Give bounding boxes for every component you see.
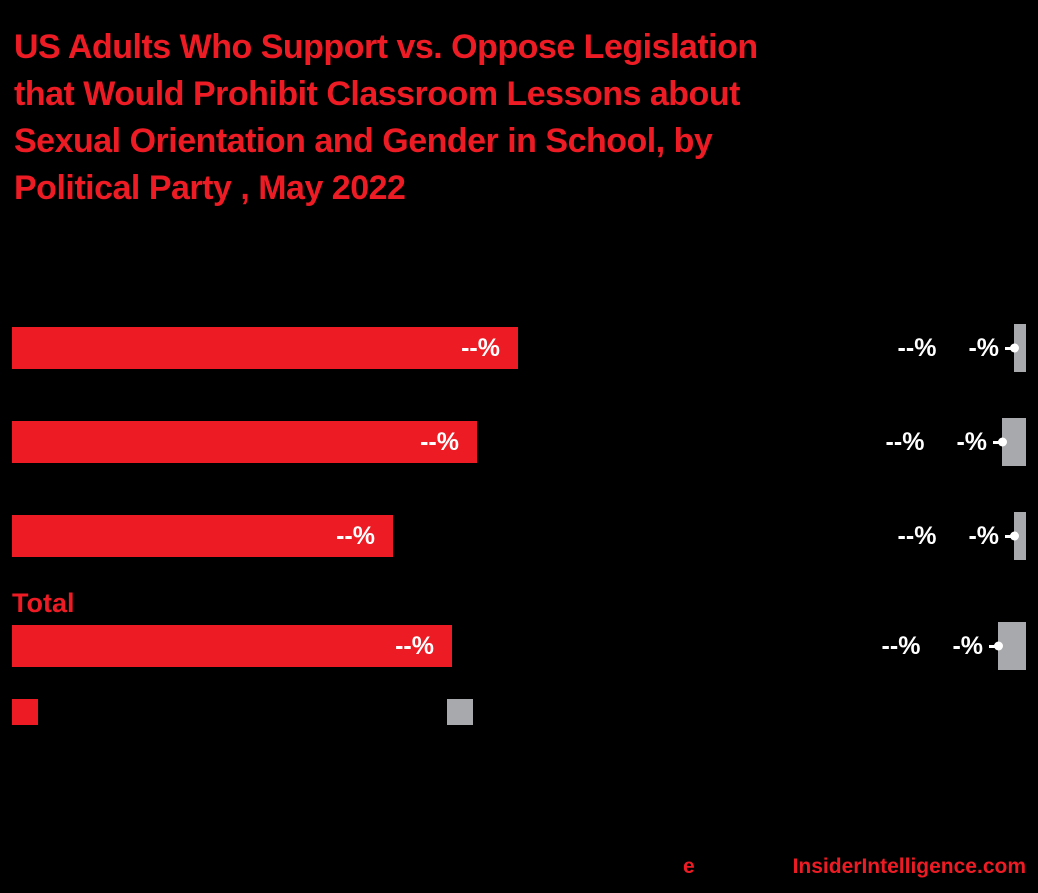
no-opinion-value-label: -% [968,521,999,550]
oppose-bar [1010,324,1026,372]
chart-title-line: Sexual Orientation and Gender in School,… [14,122,713,160]
oppose-value-label: --% [897,333,937,362]
oppose-value-label: --% [885,427,925,456]
oppose-bar [1010,512,1026,560]
oppose-value-label: --% [897,521,937,550]
source-attribution: InsiderIntelligence.com [792,855,1026,878]
support-bar: --% [12,327,518,369]
chart-title-line: that Would Prohibit Classroom Lessons ab… [14,75,740,113]
oppose-cluster: --% -% [898,324,1026,372]
support-value-label: --% [395,631,434,660]
legend-swatch-support [12,699,38,725]
pointer-dash [1005,534,1014,538]
support-bar: --% [12,625,452,667]
oppose-bar [998,418,1026,466]
oppose-value-label: --% [881,631,921,660]
chart-title-line: US Adults Who Support vs. Oppose Legisla… [14,28,758,66]
pointer-dot [1010,343,1019,353]
category-label-total: Total [12,588,75,618]
support-bar: --% [12,421,477,463]
no-opinion-value-label: -% [952,631,983,660]
pointer-dot [994,641,1003,651]
pointer-dot [998,437,1007,447]
pointer-dash [1005,346,1014,350]
pointer-dash [989,644,998,648]
oppose-cluster: --% -% [882,622,1026,670]
pointer-dot [1010,531,1019,541]
support-value-label: --% [461,333,500,362]
chart-title-line: Political Party , May 2022 [14,169,406,207]
oppose-cluster: --% -% [886,418,1026,466]
oppose-cluster: --% -% [898,512,1026,560]
no-opinion-value-label: -% [956,427,987,456]
support-bar: --% [12,515,393,557]
pointer-dash [993,440,1002,444]
support-value-label: --% [336,521,375,550]
footnote-marker: e [683,855,695,878]
oppose-bar [994,622,1026,670]
no-opinion-value-label: -% [968,333,999,362]
legend-swatch-oppose [447,699,473,725]
chart-title: US Adults Who Support vs. Oppose Legisla… [14,24,994,212]
support-value-label: --% [420,427,459,456]
